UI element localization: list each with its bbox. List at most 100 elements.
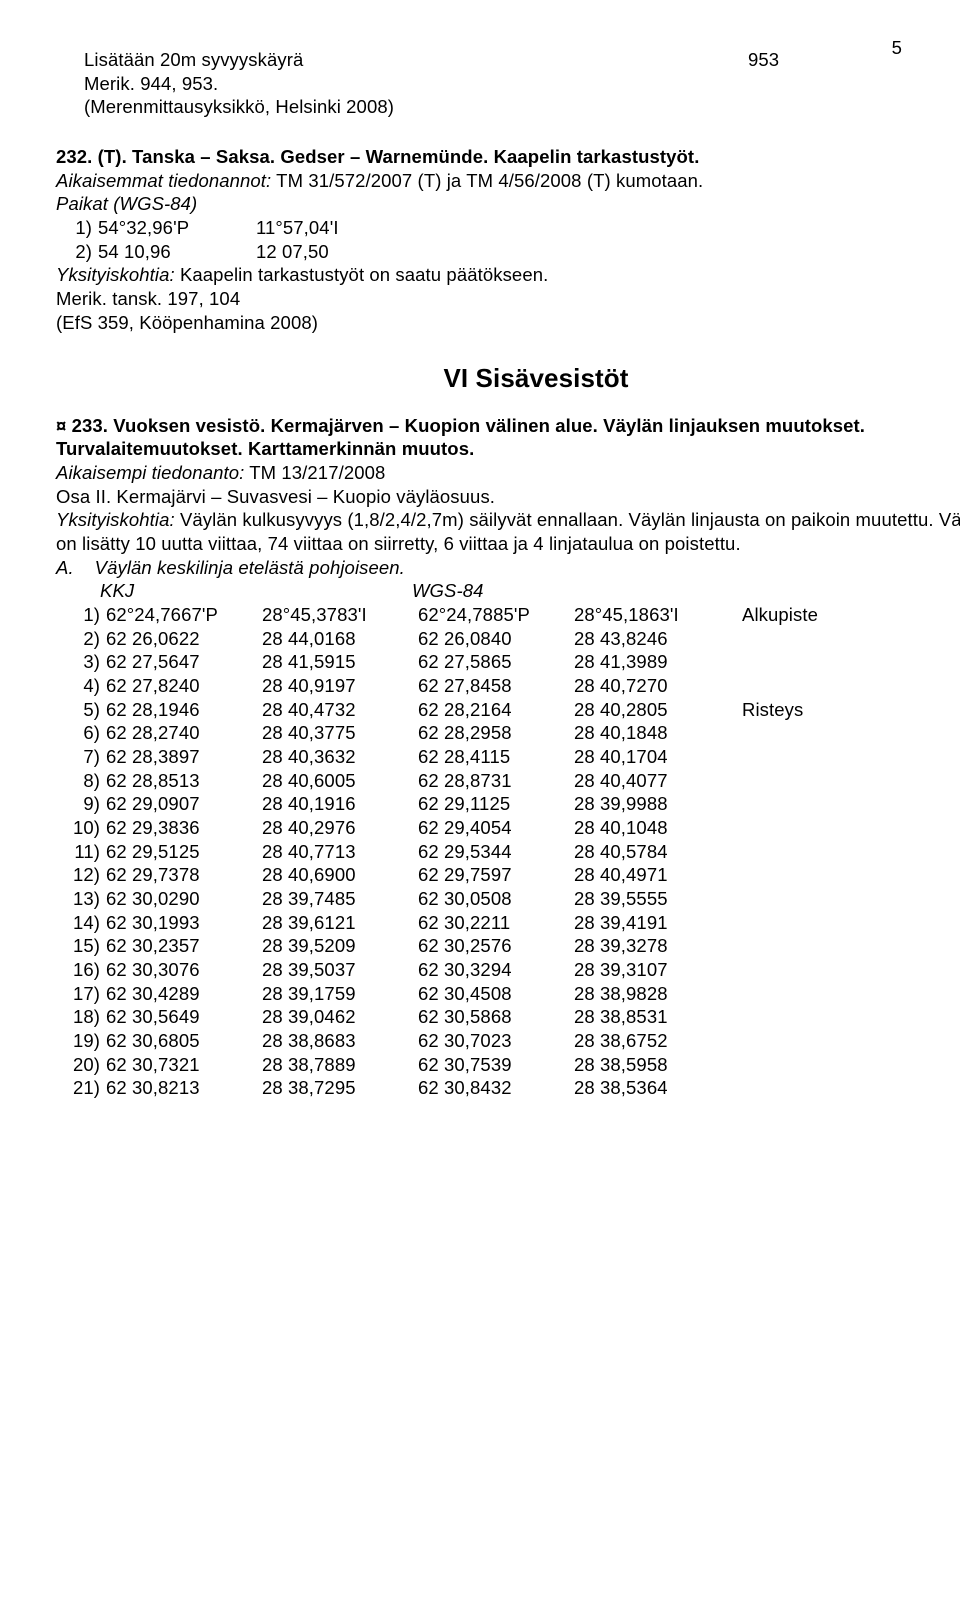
table-row: 18)62 30,564928 39,046262 30,586828 38,8…	[56, 1005, 960, 1029]
prev-label: Aikaisempi tiedonanto:	[56, 462, 244, 483]
table-row: 9)62 29,090728 40,191662 29,112528 39,99…	[56, 792, 960, 816]
coord-wgs-lon: 28 38,5364	[574, 1076, 742, 1100]
coord-kkj-lat: 62 30,1993	[106, 911, 262, 935]
depthcurve-text: Lisätään 20m syvyyskäyrä	[84, 49, 303, 70]
merik-tansk: Merik. tansk. 197, 104	[56, 287, 960, 311]
table-row: 1)62°24,7667'P28°45,3783'I62°24,7885'P28…	[56, 603, 960, 627]
coord-wgs-lat: 62 27,8458	[418, 674, 574, 698]
row-num: 20)	[56, 1053, 106, 1077]
coord-note: Alkupiste	[742, 603, 960, 627]
coord-note	[742, 792, 960, 816]
coord-wgs-lon: 28 39,5555	[574, 887, 742, 911]
coord-note	[742, 958, 960, 982]
table-row: 17)62 30,428928 39,175962 30,450828 38,9…	[56, 982, 960, 1006]
row-num: 1)	[56, 216, 98, 240]
coord-kkj-lon: 28 40,4732	[262, 698, 418, 722]
table-row: 7)62 28,389728 40,363262 28,411528 40,17…	[56, 745, 960, 769]
coord-kkj-lat: 62 30,8213	[106, 1076, 262, 1100]
yk-label: Yksityiskohtia:	[56, 509, 175, 530]
row-num: 11)	[56, 840, 106, 864]
coord-kkj-lon: 28 38,8683	[262, 1029, 418, 1053]
coord-kkj-lon: 28°45,3783'I	[262, 603, 418, 627]
coord-kkj-lat: 62 28,3897	[106, 745, 262, 769]
coord-wgs-lat: 62 29,4054	[418, 816, 574, 840]
coord-wgs-lat: 62 30,0508	[418, 887, 574, 911]
coord-kkj-lat: 62 27,8240	[106, 674, 262, 698]
row-num: 8)	[56, 769, 106, 793]
prev-text: TM 31/572/2007 (T) ja TM 4/56/2008 (T) k…	[271, 170, 703, 191]
coord-wgs-lon: 28 43,8246	[574, 627, 742, 651]
coord-wgs-lon: 28°45,1863'I	[574, 603, 742, 627]
yk-text: Kaapelin tarkastustyöt on saatu päätökse…	[175, 264, 549, 285]
coord-header: KKJ WGS-84	[56, 579, 960, 603]
table-row: 2) 54 10,96 12 07,50	[56, 240, 960, 264]
coord-a: 54°32,96'P	[98, 216, 256, 240]
coord-table: 1)62°24,7667'P28°45,3783'I62°24,7885'P28…	[56, 603, 960, 1100]
row-num: 6)	[56, 721, 106, 745]
coord-note	[742, 982, 960, 1006]
table-row: 14)62 30,199328 39,612162 30,221128 39,4…	[56, 911, 960, 935]
table-row: 13)62 30,029028 39,748562 30,050828 39,5…	[56, 887, 960, 911]
heading-232: 232. (T). Tanska – Saksa. Gedser – Warne…	[56, 145, 960, 169]
table-row: 19)62 30,680528 38,868362 30,702328 38,6…	[56, 1029, 960, 1053]
coord-kkj-lat: 62 30,7321	[106, 1053, 262, 1077]
coord-kkj-lon: 28 40,9197	[262, 674, 418, 698]
coord-wgs-lat: 62 28,8731	[418, 769, 574, 793]
table-row: 15)62 30,235728 39,520962 30,257628 39,3…	[56, 934, 960, 958]
coord-wgs-lon: 28 38,6752	[574, 1029, 742, 1053]
coord-note	[742, 887, 960, 911]
coord-wgs-lat: 62 30,5868	[418, 1005, 574, 1029]
coord-wgs-lon: 28 38,9828	[574, 982, 742, 1006]
kkj-label: KKJ	[100, 579, 412, 603]
table-row: 11)62 29,512528 40,771362 29,534428 40,5…	[56, 840, 960, 864]
coord-kkj-lon: 28 40,3775	[262, 721, 418, 745]
section-title: VI Sisävesistöt	[56, 362, 960, 395]
coord-wgs-lat: 62 30,2576	[418, 934, 574, 958]
coord-wgs-lat: 62°24,7885'P	[418, 603, 574, 627]
row-num: 1)	[56, 603, 106, 627]
coord-kkj-lon: 28 40,7713	[262, 840, 418, 864]
row-num: 5)	[56, 698, 106, 722]
merik-line: Merik. 944, 953.	[84, 72, 960, 96]
table-row: 8)62 28,851328 40,600562 28,873128 40,40…	[56, 769, 960, 793]
coord-kkj-lat: 62 30,6805	[106, 1029, 262, 1053]
table-row: 12)62 29,737828 40,690062 29,759728 40,4…	[56, 863, 960, 887]
block-233: ¤ 233. Vuoksen vesistö. Kermajärven – Ku…	[56, 414, 960, 1100]
coord-kkj-lon: 28 39,6121	[262, 911, 418, 935]
table-row: 2)62 26,062228 44,016862 26,084028 43,82…	[56, 627, 960, 651]
row-num: 13)	[56, 887, 106, 911]
coord-kkj-lon: 28 40,3632	[262, 745, 418, 769]
row-num: 19)	[56, 1029, 106, 1053]
coord-wgs-lat: 62 28,2164	[418, 698, 574, 722]
yk-label: Yksityiskohtia:	[56, 264, 175, 285]
coord-kkj-lon: 28 39,7485	[262, 887, 418, 911]
coord-wgs-lon: 28 39,3107	[574, 958, 742, 982]
coord-kkj-lat: 62°24,7667'P	[106, 603, 262, 627]
row-num: 7)	[56, 745, 106, 769]
coord-note	[742, 1076, 960, 1100]
coord-kkj-lon: 28 39,5209	[262, 934, 418, 958]
coord-kkj-lat: 62 30,3076	[106, 958, 262, 982]
coord-wgs-lat: 62 30,2211	[418, 911, 574, 935]
coord-wgs-lon: 28 39,3278	[574, 934, 742, 958]
coord-kkj-lon: 28 41,5915	[262, 650, 418, 674]
coord-kkj-lat: 62 30,0290	[106, 887, 262, 911]
coord-kkj-lat: 62 30,5649	[106, 1005, 262, 1029]
coord-note	[742, 721, 960, 745]
coord-note	[742, 1029, 960, 1053]
coord-wgs-lat: 62 29,5344	[418, 840, 574, 864]
coord-note	[742, 816, 960, 840]
coord-kkj-lon: 28 40,6900	[262, 863, 418, 887]
coord-wgs-lon: 28 40,4077	[574, 769, 742, 793]
wgs-label: WGS-84	[412, 579, 484, 603]
coord-kkj-lat: 62 26,0622	[106, 627, 262, 651]
row-num: 3)	[56, 650, 106, 674]
source-efs: (EfS 359, Kööpenhamina 2008)	[56, 311, 960, 335]
row-num: 14)	[56, 911, 106, 935]
coord-kkj-lon: 28 38,7889	[262, 1053, 418, 1077]
coord-wgs-lat: 62 29,7597	[418, 863, 574, 887]
coord-kkj-lat: 62 29,7378	[106, 863, 262, 887]
coord-note	[742, 911, 960, 935]
coord-kkj-lat: 62 28,2740	[106, 721, 262, 745]
prev-label: Aikaisemmat tiedonannot:	[56, 170, 271, 191]
